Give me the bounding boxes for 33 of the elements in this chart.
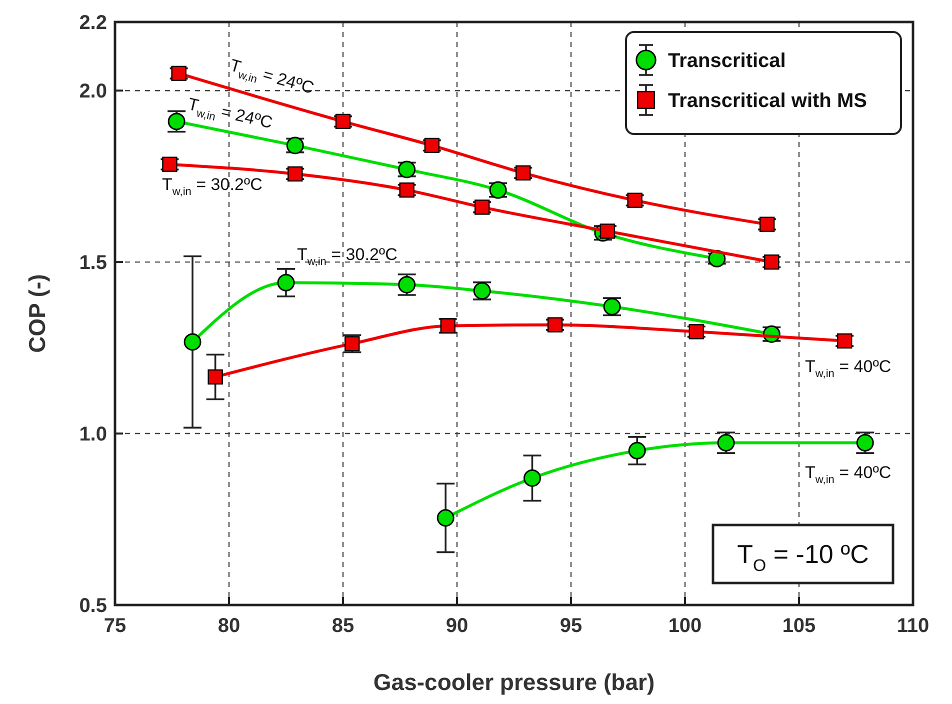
point [523,469,541,487]
point [288,166,303,182]
annotation: T$_{w,in}$ = 30.2ºC [297,245,398,268]
point [627,192,642,208]
point [436,509,454,527]
point [277,274,295,292]
y-tick-label: 2.0 [79,80,107,103]
point [764,254,780,270]
point [399,182,414,198]
x-tick-label: 75 [104,615,126,637]
point [628,442,646,460]
y-axis-title: COP (-) [24,274,50,353]
point [688,324,704,340]
y-tick-label: 1.0 [79,424,107,446]
x-tick-label: 95 [560,615,582,637]
y-tick-label: 2.2 [79,12,107,34]
x-tick-label: 90 [446,615,468,637]
y-tick-label: 0.5 [79,595,107,617]
annotation: T$_{O}$ = -10 ºC [737,539,869,575]
x-tick-label: 110 [896,615,930,637]
annotation: T$_{w,in}$ = 40ºC [805,463,892,486]
x-axis-title: Gas-cooler pressure (bar) [373,669,655,695]
point [208,369,223,385]
annotation: T$_{w,in}$ = 30.2ºC [162,175,262,198]
annotation: T$_{w,in}$ = 40ºC [805,357,892,380]
legend-label: Transcritical with MS [668,90,867,112]
x-tick-label: 80 [218,615,240,637]
point [184,333,202,351]
x-tick-label: 100 [668,615,702,637]
x-tick-label: 105 [782,615,816,637]
y-tick-label: 1.5 [79,252,107,274]
x-tick-label: 85 [332,615,354,637]
legend-label: Transcritical [668,50,786,72]
